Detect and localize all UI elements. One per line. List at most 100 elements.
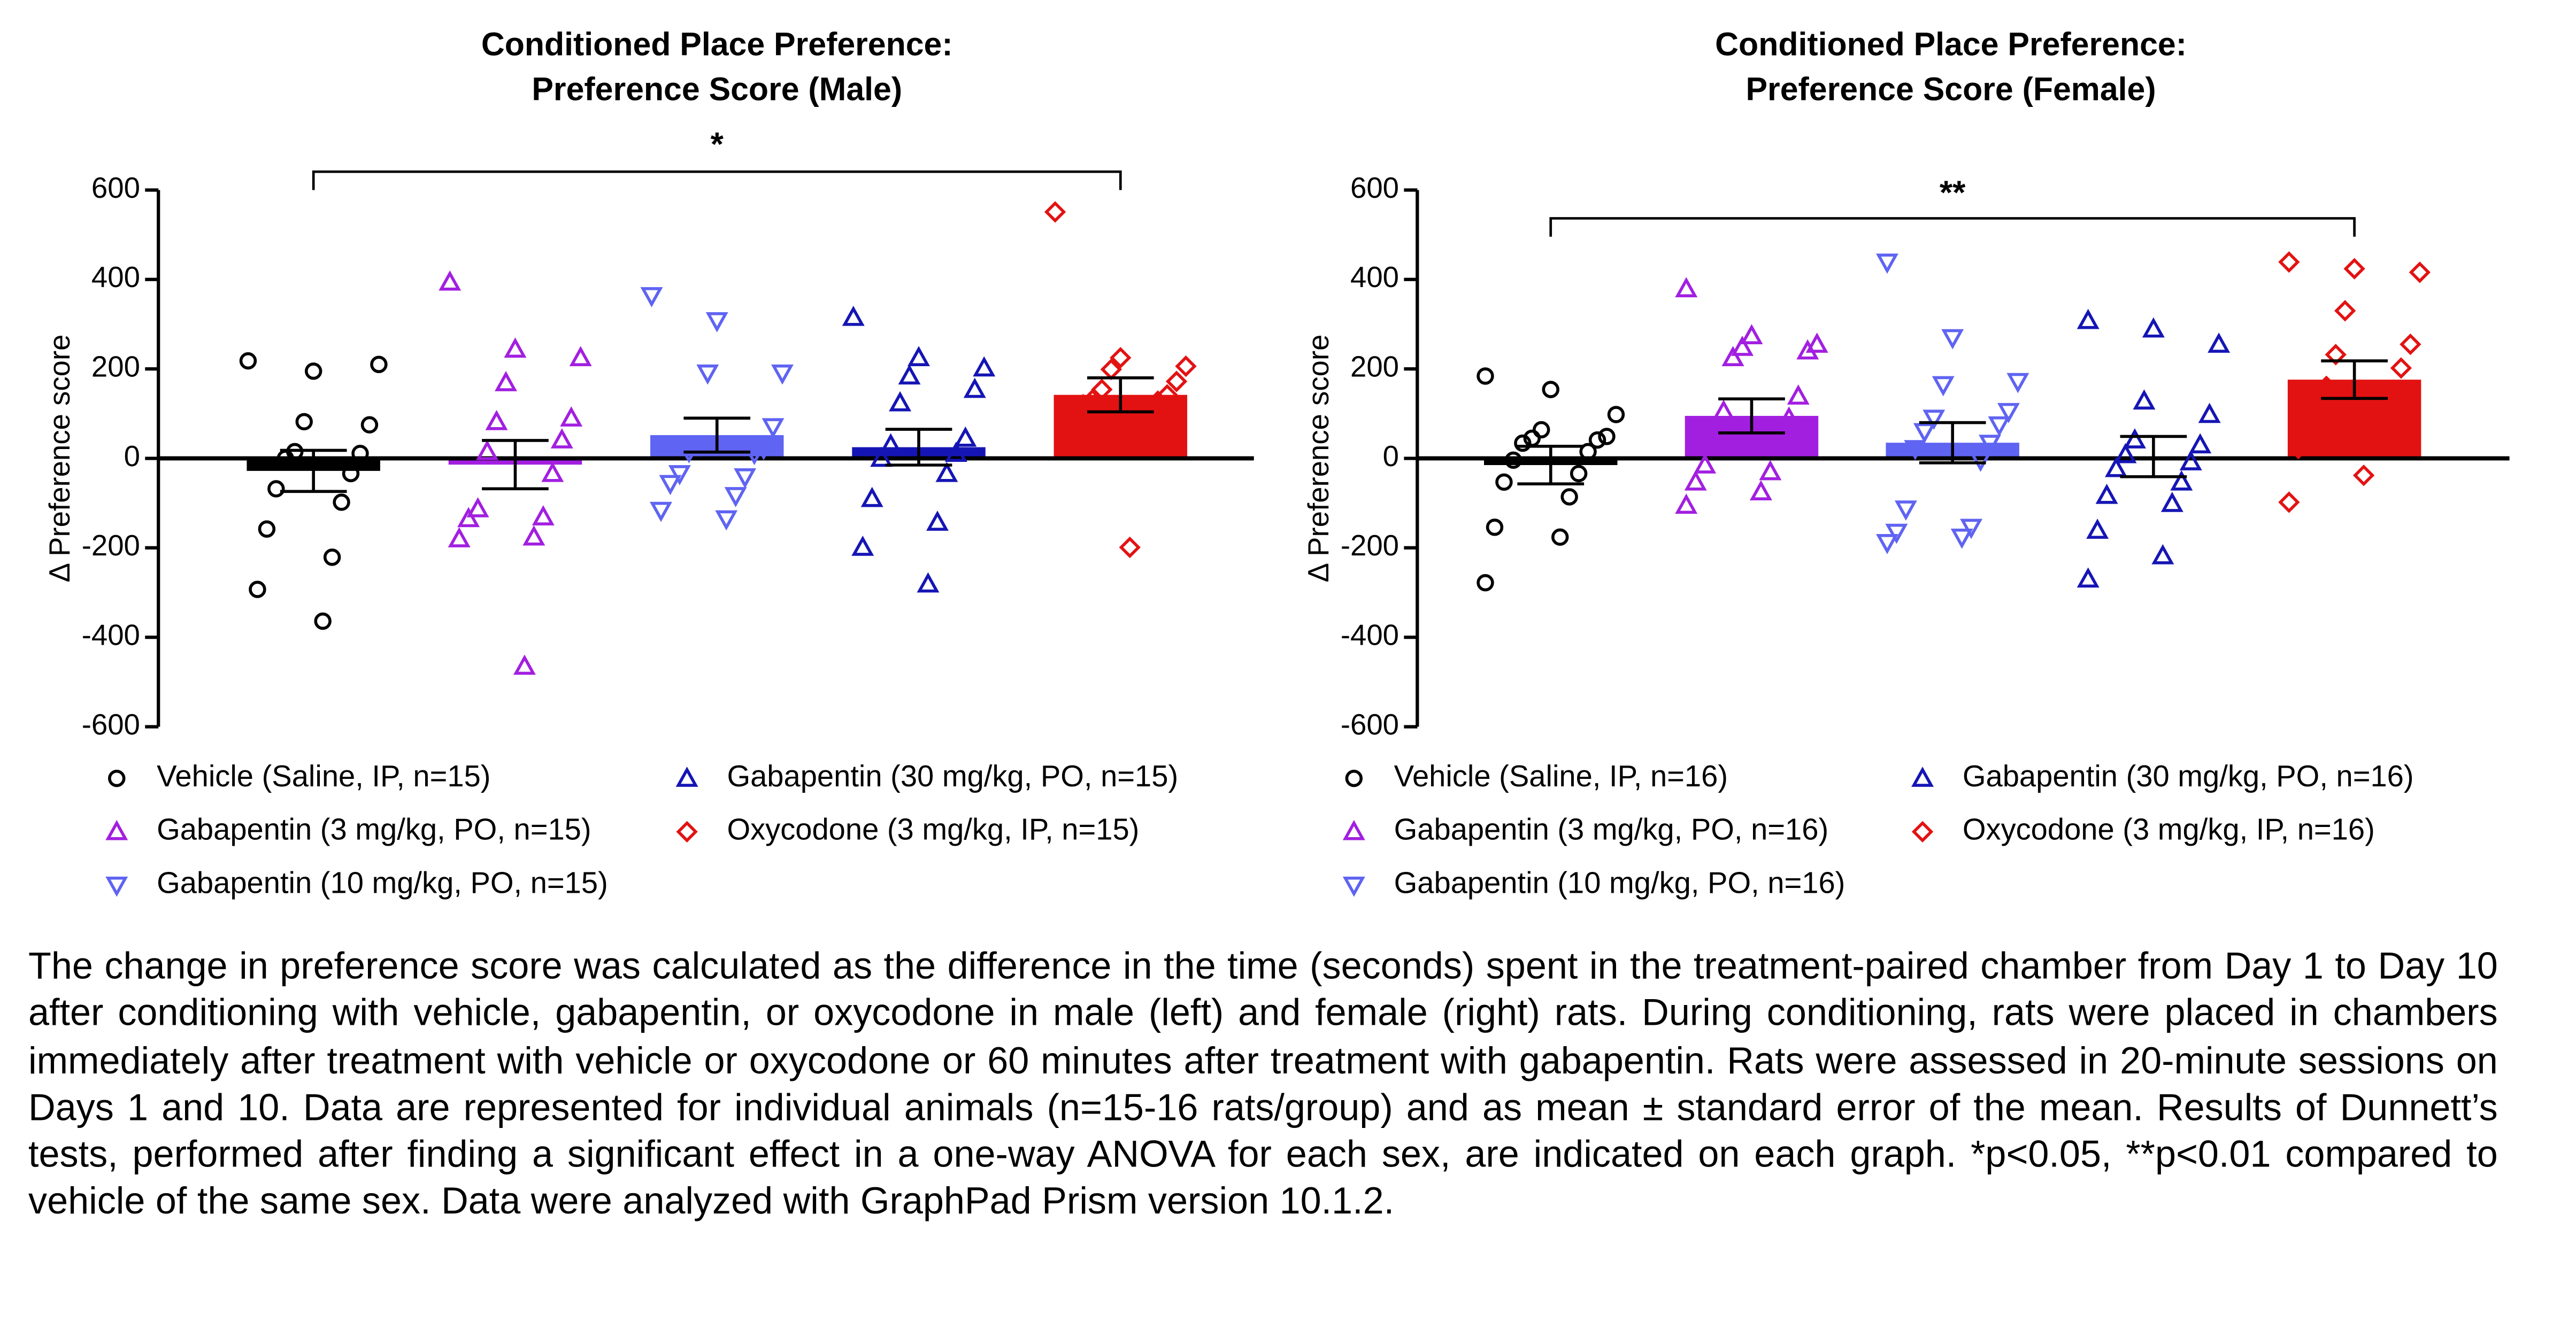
chart-title: Conditioned Place Preference: bbox=[1715, 26, 2187, 62]
data-point bbox=[870, 446, 893, 467]
data-point bbox=[889, 391, 912, 412]
data-point bbox=[485, 409, 508, 430]
data-point bbox=[532, 505, 555, 525]
data-point bbox=[898, 364, 921, 385]
data-point bbox=[267, 480, 285, 498]
data-point bbox=[2297, 412, 2319, 434]
data-point bbox=[258, 520, 276, 538]
legend-label: Gabapentin (30 mg/kg, PO, n=15) bbox=[727, 759, 1178, 793]
data-point bbox=[1588, 431, 1606, 449]
data-point bbox=[457, 507, 480, 528]
data-point bbox=[2198, 403, 2221, 423]
data-point bbox=[1570, 465, 1588, 483]
data-point bbox=[2189, 433, 2212, 454]
data-point bbox=[1542, 381, 1559, 398]
y-tick-label: -400 bbox=[1341, 619, 1399, 652]
data-point bbox=[1721, 346, 1744, 366]
y-tick-label: 400 bbox=[91, 261, 140, 293]
data-point bbox=[1979, 435, 2002, 455]
data-point bbox=[724, 487, 747, 507]
data-point bbox=[439, 270, 462, 291]
legend-marker bbox=[1342, 820, 1365, 840]
data-point bbox=[1932, 376, 1955, 397]
data-point bbox=[2306, 397, 2328, 419]
chart-title: Preference Score (Male) bbox=[532, 71, 902, 107]
data-point bbox=[249, 581, 266, 598]
data-point bbox=[696, 364, 719, 385]
chart-title: Conditioned Place Preference: bbox=[481, 26, 953, 62]
data-point bbox=[370, 355, 388, 373]
data-point bbox=[1495, 473, 1513, 491]
data-point bbox=[917, 572, 940, 593]
legend-label: Oxycodone (3 mg/kg, IP, n=15) bbox=[727, 813, 1139, 846]
data-point bbox=[640, 287, 663, 307]
data-point bbox=[1997, 403, 2020, 423]
data-point bbox=[1969, 452, 1992, 472]
data-point bbox=[1712, 399, 1735, 420]
significance-label: * bbox=[711, 126, 724, 163]
y-tick-label: 600 bbox=[1350, 172, 1399, 204]
data-point bbox=[1560, 488, 1578, 506]
data-point bbox=[2114, 443, 2137, 463]
data-point bbox=[2170, 470, 2193, 491]
data-point bbox=[2352, 465, 2375, 486]
data-point bbox=[1675, 277, 1698, 298]
data-point bbox=[333, 493, 350, 511]
data-point bbox=[1749, 480, 1772, 500]
data-point bbox=[569, 346, 592, 366]
data-point bbox=[1875, 253, 1898, 274]
legend-marker bbox=[105, 876, 128, 897]
data-point bbox=[2316, 375, 2337, 397]
data-point bbox=[314, 612, 332, 630]
chart-title: Preference Score (Female) bbox=[1746, 71, 2156, 107]
legend-label: Vehicle (Saline, IP, n=15) bbox=[157, 759, 490, 793]
data-point bbox=[2334, 300, 2356, 322]
data-point bbox=[705, 312, 728, 333]
data-point bbox=[1796, 339, 1819, 360]
legend-marker bbox=[1911, 821, 1934, 843]
data-point bbox=[342, 465, 360, 483]
data-point bbox=[944, 442, 967, 462]
data-point bbox=[1675, 493, 1698, 514]
data-point bbox=[1579, 443, 1597, 461]
data-point bbox=[1950, 528, 1973, 549]
data-point bbox=[323, 548, 341, 566]
data-point bbox=[1778, 406, 1801, 427]
data-point bbox=[715, 510, 738, 531]
data-point bbox=[1110, 347, 1132, 369]
y-tick-label: 400 bbox=[1350, 261, 1399, 293]
data-point bbox=[935, 461, 958, 482]
data-point bbox=[2400, 333, 2421, 355]
data-point bbox=[2381, 385, 2403, 407]
data-point bbox=[1894, 500, 1917, 521]
legend-label: Vehicle (Saline, IP, n=16) bbox=[1394, 759, 1728, 793]
data-point bbox=[668, 465, 691, 485]
data-point bbox=[1703, 416, 1726, 437]
data-point bbox=[448, 527, 471, 547]
data-point bbox=[1805, 333, 1828, 353]
legend-label: Gabapentin (10 mg/kg, PO, n=16) bbox=[1394, 865, 1846, 899]
data-point bbox=[1128, 412, 1150, 434]
legend-label: Gabapentin (3 mg/kg, PO, n=16) bbox=[1394, 813, 1829, 846]
data-point bbox=[304, 362, 322, 380]
data-point bbox=[2151, 544, 2174, 565]
data-point bbox=[2343, 258, 2365, 280]
data-point bbox=[1091, 378, 1113, 400]
data-point bbox=[954, 426, 977, 447]
legend-marker bbox=[105, 820, 128, 840]
data-point bbox=[1684, 470, 1707, 491]
data-point bbox=[1533, 421, 1550, 439]
data-point bbox=[1759, 460, 1782, 481]
data-point bbox=[926, 511, 949, 531]
data-point bbox=[649, 501, 672, 522]
data-point bbox=[2142, 317, 2165, 338]
data-point bbox=[1941, 329, 1964, 350]
data-point bbox=[1486, 519, 1504, 536]
data-point bbox=[2390, 357, 2412, 379]
data-point bbox=[1740, 324, 1763, 344]
legend-label: Gabapentin (10 mg/kg, PO, n=15) bbox=[157, 865, 608, 899]
data-point bbox=[1119, 536, 1141, 559]
data-point bbox=[466, 497, 489, 517]
